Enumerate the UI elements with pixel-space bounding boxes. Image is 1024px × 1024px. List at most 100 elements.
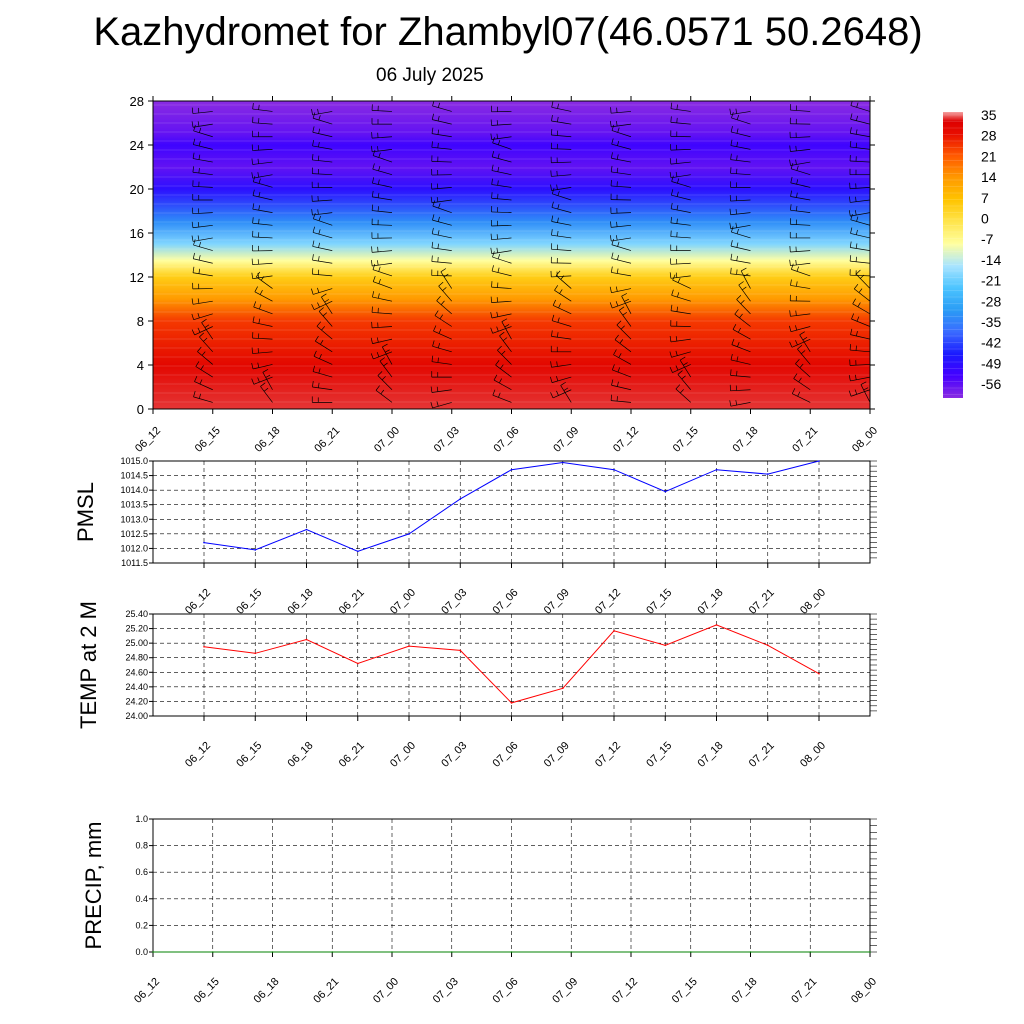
- wind-barb-feather: [198, 393, 202, 399]
- wind-barb-feather: [443, 273, 449, 278]
- x-tick-label: 06_18: [286, 740, 316, 770]
- wind-barb-feather: [557, 317, 560, 323]
- wind-barb-feather: [849, 127, 852, 134]
- wind-barb-feather: [198, 255, 201, 261]
- wind-barb-feather: [551, 229, 553, 236]
- wind-barb-shaft: [497, 350, 512, 365]
- wind-barb-shaft: [372, 326, 393, 329]
- wind-barb-feather: [677, 292, 680, 298]
- wind-barb-shaft: [611, 171, 632, 176]
- wind-barb-shaft: [318, 311, 333, 327]
- wind-barb-feather: [855, 243, 858, 249]
- x-tick-label: 07_06: [491, 740, 521, 770]
- wind-barb-feather: [201, 318, 207, 323]
- wind-barb-feather: [437, 243, 439, 249]
- wind-barb-feather: [789, 145, 791, 152]
- wind-barb-feather: [675, 365, 679, 371]
- wind-barb-shaft: [433, 330, 452, 340]
- wind-barb-shaft: [555, 275, 572, 289]
- wind-barb-feather: [789, 341, 793, 348]
- wind-barb-feather: [676, 306, 679, 312]
- wind-barb-feather: [133, 342, 134, 348]
- wind-barb-feather: [197, 222, 200, 228]
- wind-barb-feather: [251, 378, 255, 385]
- wind-barb-feather: [496, 326, 499, 332]
- wind-barb-feather: [789, 325, 792, 332]
- wind-barb-feather: [670, 116, 672, 123]
- wind-barb-shaft: [552, 389, 572, 399]
- wind-barb-shaft: [431, 187, 452, 190]
- wind-barb-feather: [557, 332, 559, 338]
- wind-barb-feather: [795, 359, 800, 364]
- wind-barb-feather: [311, 268, 314, 275]
- panel-frame: [152, 460, 871, 564]
- wind-barb-shaft: [372, 136, 393, 139]
- wind-barb-feather: [501, 318, 508, 322]
- wind-barb-feather: [193, 391, 196, 397]
- wind-barb-feather: [611, 152, 613, 159]
- wind-barb-feather: [193, 239, 196, 246]
- wind-barb-feather: [795, 259, 797, 265]
- wind-barb-shaft: [621, 296, 632, 315]
- wind-barb-shaft: [432, 402, 452, 409]
- wind-barb-feather: [795, 325, 798, 331]
- wind-barb-shaft: [799, 334, 811, 352]
- y-tick-label: 24.60: [125, 667, 148, 677]
- wind-barb-feather: [251, 347, 253, 354]
- wind-barb-feather: [490, 133, 493, 140]
- wind-barb-shaft: [851, 318, 870, 327]
- wind-barb-shaft: [738, 284, 751, 302]
- wind-barb-shaft: [554, 290, 572, 302]
- data-point: [630, 951, 632, 953]
- colorbar-label: -28: [981, 293, 1001, 309]
- wind-barb-feather: [557, 190, 560, 196]
- wind-barb-shaft: [551, 207, 572, 213]
- wind-barb-feather: [191, 121, 194, 128]
- wind-barb-shaft: [312, 386, 333, 391]
- wind-barb-feather: [377, 293, 380, 299]
- wind-barb-feather: [134, 202, 135, 208]
- wind-barb-feather: [554, 285, 559, 291]
- wind-barb-feather: [740, 300, 745, 305]
- wind-barb-shaft: [790, 161, 811, 166]
- wind-barb-feather: [311, 288, 314, 295]
- x-tick-label: 07_21: [790, 425, 820, 455]
- wind-barb-shaft: [670, 149, 691, 151]
- wind-barb-shaft: [731, 131, 751, 138]
- wind-barb-shaft: [491, 313, 512, 319]
- wind-barb-feather: [431, 255, 433, 262]
- wind-barb-feather: [432, 200, 436, 207]
- wind-barb-shaft: [312, 159, 333, 163]
- wind-barb-feather: [197, 121, 200, 127]
- wind-barb-feather: [442, 287, 447, 291]
- wind-barb-shaft: [730, 145, 751, 150]
- wind-barb-feather: [795, 159, 797, 165]
- wind-barb-feather: [312, 139, 314, 146]
- wind-barb-feather: [669, 158, 672, 165]
- wind-barb-feather: [377, 179, 380, 185]
- wind-barb-feather: [849, 344, 851, 351]
- wind-barb-feather: [500, 364, 504, 369]
- wind-barb-feather: [610, 107, 612, 114]
- wind-barb-feather: [551, 114, 553, 122]
- wind-barb-feather: [430, 183, 433, 190]
- wind-barb-feather: [312, 112, 316, 119]
- wind-barb-feather: [790, 279, 792, 286]
- y-tick-label: 1014.0: [120, 485, 148, 495]
- wind-barb-feather: [856, 316, 860, 322]
- wind-barb-feather: [615, 286, 618, 292]
- wind-barb-shaft: [153, 351, 154, 352]
- wind-barb-feather: [730, 369, 732, 376]
- wind-barb-feather: [675, 336, 678, 342]
- wind-barb-feather: [491, 192, 493, 199]
- wind-barb-shaft: [197, 351, 213, 365]
- wind-barb-shaft: [153, 389, 154, 391]
- wind-barb-feather: [854, 374, 857, 380]
- wind-barb-shaft: [671, 295, 691, 302]
- wind-barb-shaft: [611, 384, 632, 391]
- wind-barb-feather: [613, 349, 617, 355]
- wind-barb-feather: [496, 133, 498, 139]
- wind-barb-feather: [558, 303, 561, 309]
- wind-barb-feather: [493, 374, 498, 381]
- colorbar-label: -14: [981, 252, 1001, 268]
